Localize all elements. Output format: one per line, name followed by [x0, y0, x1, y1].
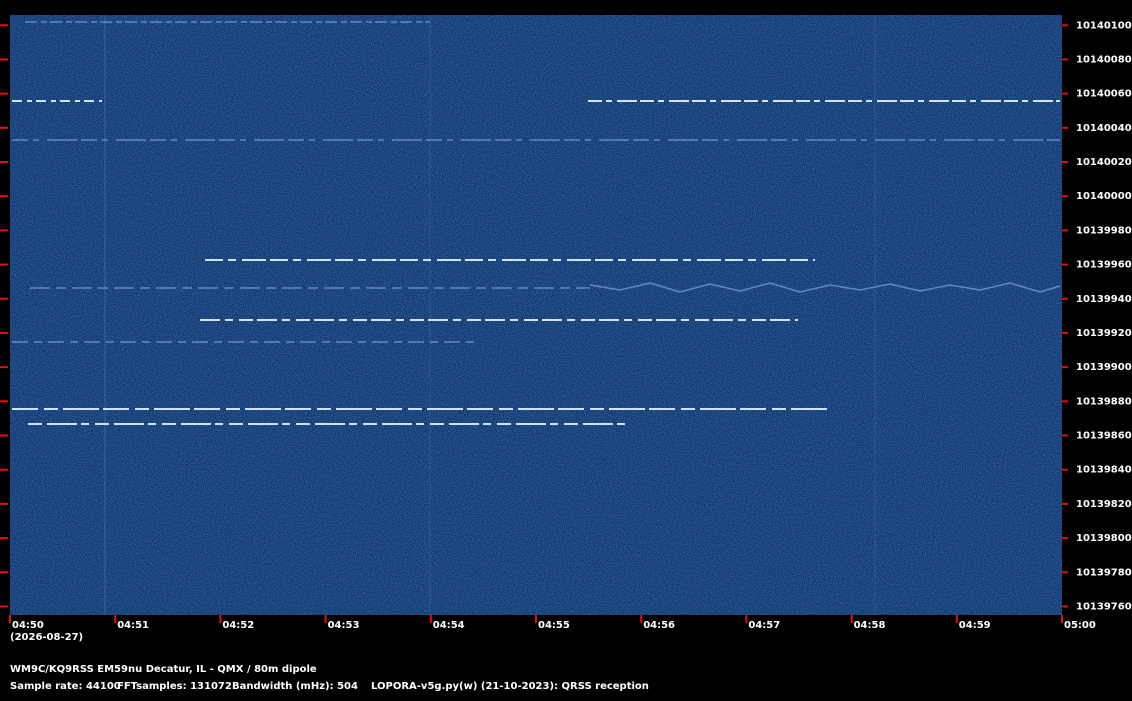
info-label: Sample rate: 44100 [10, 681, 121, 692]
y-tick-label: 10139900 [1076, 362, 1132, 373]
x-tick-label: 04:55 [538, 620, 570, 631]
y-tick-label: 10139820 [1076, 499, 1132, 510]
y-tick-label: 10140040 [1076, 123, 1132, 134]
x-tick-label: 04:53 [328, 620, 360, 631]
y-tick-label: 10139780 [1076, 567, 1132, 578]
x-tick-label: 05:00 [1064, 620, 1096, 631]
info-label: Bandwidth (mHz): 504 [232, 681, 358, 692]
x-tick-label: 04:52 [222, 620, 254, 631]
info-label: LOPORA-v5g.py(w) (21-10-2023): QRSS rece… [371, 681, 649, 692]
y-tick-label: 10139800 [1076, 533, 1132, 544]
y-tick-label: 10139920 [1076, 328, 1132, 339]
y-tick-label: 10139760 [1076, 601, 1132, 612]
y-tick-label: 10139940 [1076, 294, 1132, 305]
x-tick-label: 04:54 [433, 620, 465, 631]
y-tick-label: 10139860 [1076, 431, 1132, 442]
info-label: FFTsamples: 131072 [117, 681, 232, 692]
station-label: WM9C/KQ9RSS EM59nu Decatur, IL - QMX / 8… [10, 664, 317, 675]
waterfall [10, 15, 1062, 615]
x-tick-label: 04:56 [643, 620, 675, 631]
date-label: (2026-08-27) [10, 632, 83, 643]
x-tick-label: 04:57 [748, 620, 780, 631]
x-tick-label: 04:58 [854, 620, 886, 631]
y-tick-label: 10140060 [1076, 89, 1132, 100]
y-tick-label: 10140080 [1076, 54, 1132, 65]
signal-trace [589, 282, 1061, 293]
y-tick-label: 10140020 [1076, 157, 1132, 168]
y-tick-label: 10140000 [1076, 191, 1132, 202]
x-tick-label: 04:51 [117, 620, 149, 631]
noise [10, 15, 1062, 615]
y-tick-label: 10139840 [1076, 465, 1132, 476]
y-tick-label: 10139980 [1076, 225, 1132, 236]
y-tick-label: 10139880 [1076, 396, 1132, 407]
y-tick-label: 10139960 [1076, 260, 1132, 271]
x-tick-label: 04:59 [959, 620, 991, 631]
y-tick-label: 10140100 [1076, 20, 1132, 31]
x-tick-label: 04:50 [12, 620, 44, 631]
